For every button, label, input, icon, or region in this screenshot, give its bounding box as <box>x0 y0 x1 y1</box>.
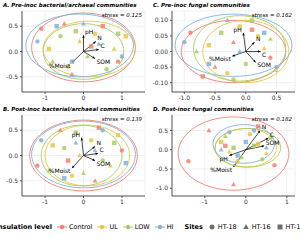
svg-text:0.5: 0.5 <box>8 126 18 133</box>
html-text:UL: UL <box>109 223 118 231</box>
svg-text:0.5: 0.5 <box>272 94 282 101</box>
svg-text:%Moist: %Moist <box>209 55 231 62</box>
svg-text:0.5: 0.5 <box>8 22 18 29</box>
html-text:HI: HI <box>166 223 174 231</box>
svg-text:1: 1 <box>120 94 124 101</box>
html-text:A. Pre-inoc bacterial/archaeal: A. Pre-inoc bacterial/archaeal communiti… <box>3 2 137 8</box>
svg-text:%Moist: %Moist <box>210 166 232 173</box>
svg-text:SOM: SOM <box>97 58 111 65</box>
svg-text:-1: -1 <box>42 94 48 101</box>
html-text:C. Pre-inoc fungal communities: C. Pre-inoc fungal communities <box>153 2 250 8</box>
svg-text:1: 1 <box>285 198 289 205</box>
svg-text:0.0: 0.0 <box>158 146 168 153</box>
svg-text:0.10: 0.10 <box>155 16 169 23</box>
svg-text:C: C <box>262 51 266 58</box>
svg-text:N: N <box>97 139 102 146</box>
svg-text:SOM: SOM <box>266 139 280 146</box>
svg-text:C: C <box>100 42 104 49</box>
svg-text:0.05: 0.05 <box>155 32 169 39</box>
svg-text:-1: -1 <box>42 198 48 205</box>
svg-text:pH: pH <box>85 28 93 36</box>
svg-text:0: 0 <box>244 198 248 205</box>
svg-text:-0.5: -0.5 <box>156 165 168 172</box>
html-text:B. Post-inoc bacterial/archaea: B. Post-inoc bacterial/archaeal communit… <box>3 106 140 112</box>
svg-text:1: 1 <box>120 198 124 205</box>
svg-text:0.00: 0.00 <box>155 48 169 55</box>
svg-text:0: 0 <box>82 94 86 101</box>
html-text:stress = 0.139: stress = 0.139 <box>101 116 142 122</box>
svg-text:-0.5: -0.5 <box>8 73 18 80</box>
svg-text:N: N <box>97 34 102 41</box>
svg-text:N: N <box>256 35 261 42</box>
svg-text:SOM: SOM <box>97 160 111 167</box>
svg-text:-0.10: -0.10 <box>152 79 168 86</box>
html-text:stress = 0.125: stress = 0.125 <box>101 12 142 18</box>
svg-text:-1.0: -1.0 <box>178 94 190 101</box>
svg-text:0.0: 0.0 <box>8 48 18 55</box>
html-text:HT-18: HT-18 <box>217 223 237 231</box>
html-text:D. Post-inoc fungal communitie: D. Post-inoc fungal communities <box>153 106 254 112</box>
svg-text:-0.5: -0.5 <box>209 94 221 101</box>
svg-text:0.0: 0.0 <box>8 152 18 159</box>
svg-text:0.5: 0.5 <box>158 127 168 134</box>
svg-text:-1: -1 <box>202 198 208 205</box>
svg-text:-1.0: -1.0 <box>156 184 168 191</box>
svg-text:-0.5: -0.5 <box>8 177 18 184</box>
svg-text:0: 0 <box>82 198 86 205</box>
html-text:Control: Control <box>68 223 93 231</box>
html-text:stress = 0.162: stress = 0.162 <box>251 12 292 18</box>
html-text:LOW: LOW <box>134 223 150 231</box>
html-text:HT-16: HT-16 <box>251 223 271 231</box>
svg-text:pH: pH <box>234 26 242 34</box>
svg-text:C: C <box>100 146 104 153</box>
svg-text:-0.05: -0.05 <box>152 63 168 70</box>
html-text:stress = 0.182: stress = 0.182 <box>251 116 292 122</box>
svg-text:C: C <box>270 131 274 138</box>
html-text:Sites: Sites <box>184 223 203 231</box>
svg-text:N: N <box>262 123 267 130</box>
svg-text:%Moist: %Moist <box>49 62 71 69</box>
svg-text:%Moist: %Moist <box>49 167 71 174</box>
svg-text:pH: pH <box>220 155 228 163</box>
svg-text:pH: pH <box>72 131 80 139</box>
svg-text:SOM: SOM <box>257 61 271 68</box>
svg-text:0.0: 0.0 <box>241 94 251 101</box>
